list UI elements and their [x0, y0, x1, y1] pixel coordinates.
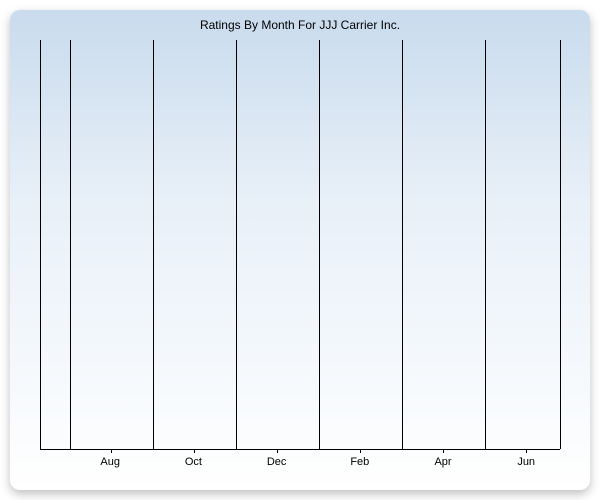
gridline: [560, 40, 561, 449]
gridline: [402, 40, 403, 449]
x-tick: [443, 449, 444, 453]
x-label: Feb: [350, 456, 369, 468]
chart-title: Ratings By Month For JJJ Carrier Inc.: [10, 18, 590, 32]
ratings-chart: Ratings By Month For JJJ Carrier Inc. Au…: [10, 10, 590, 490]
x-label: Apr: [434, 456, 451, 468]
gridline: [236, 40, 237, 449]
gridline: [485, 40, 486, 449]
gridline: [70, 40, 71, 449]
x-tick: [194, 449, 195, 453]
x-tick: [277, 449, 278, 453]
x-tick: [526, 449, 527, 453]
x-label: Dec: [267, 456, 287, 468]
gridline: [153, 40, 154, 449]
x-label: Aug: [100, 456, 120, 468]
plot-area: [40, 40, 560, 450]
x-label: Oct: [185, 456, 202, 468]
x-label: Jun: [517, 456, 535, 468]
gridline: [319, 40, 320, 449]
x-axis-labels: Aug Oct Dec Feb Apr Jun: [40, 456, 560, 472]
x-tick: [111, 449, 112, 453]
x-tick: [360, 449, 361, 453]
